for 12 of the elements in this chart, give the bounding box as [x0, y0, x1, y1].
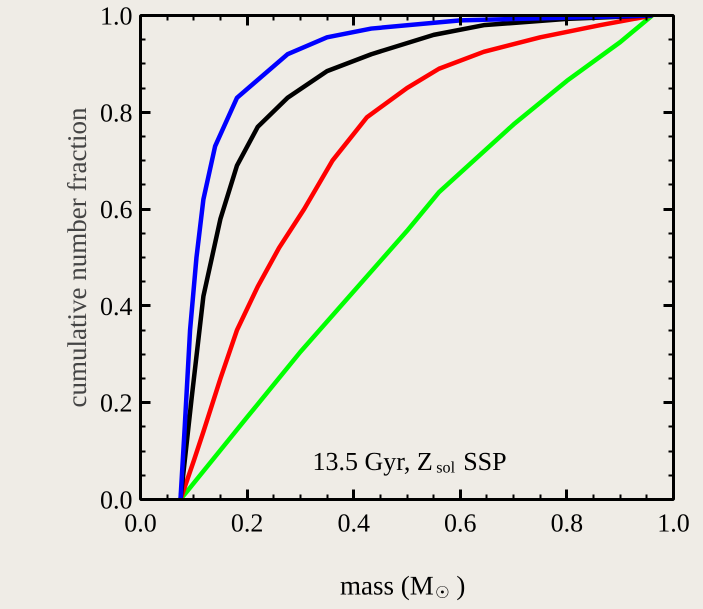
x-tick-label: 0.2	[230, 508, 264, 538]
x-tick-label: 1.0	[657, 508, 690, 538]
y-tick-label: 0.2	[100, 388, 132, 418]
y-axis-title: cumulative number fraction	[62, 107, 92, 408]
x-tick-label: 0.4	[337, 508, 370, 538]
x-tick-label: 0.6	[444, 508, 477, 538]
x-tick-label: 0.8	[550, 508, 584, 538]
y-tick-label: 0.6	[100, 195, 132, 224]
y-tick-label: 0.8	[100, 98, 132, 128]
y-tick-label: 0.4	[100, 292, 132, 321]
x-axis-title: mass (M☉)	[340, 570, 466, 602]
y-tick-label: 1.0	[100, 2, 132, 30]
